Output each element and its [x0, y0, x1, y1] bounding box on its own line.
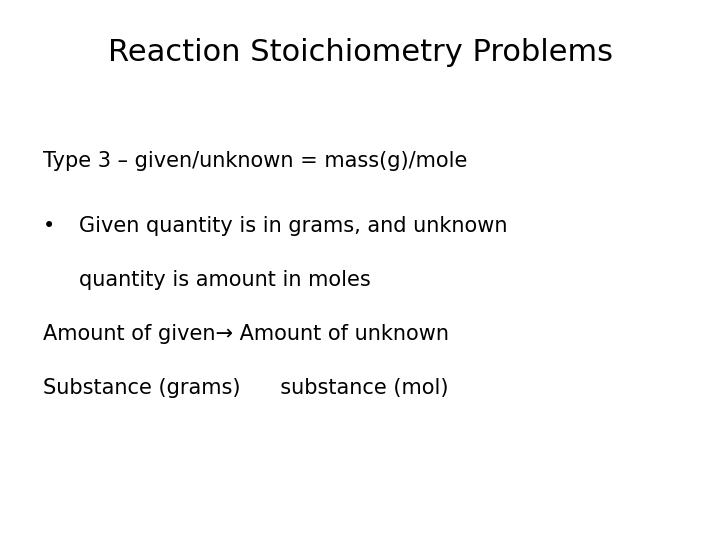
Text: Amount of given→ Amount of unknown: Amount of given→ Amount of unknown [43, 324, 449, 344]
Text: Given quantity is in grams, and unknown: Given quantity is in grams, and unknown [79, 216, 508, 236]
Text: Reaction Stoichiometry Problems: Reaction Stoichiometry Problems [107, 38, 613, 67]
Text: •: • [43, 216, 55, 236]
Text: quantity is amount in moles: quantity is amount in moles [79, 270, 371, 290]
Text: Substance (grams)      substance (mol): Substance (grams) substance (mol) [43, 378, 449, 398]
Text: Type 3 – given/unknown = mass(g)/mole: Type 3 – given/unknown = mass(g)/mole [43, 151, 467, 171]
